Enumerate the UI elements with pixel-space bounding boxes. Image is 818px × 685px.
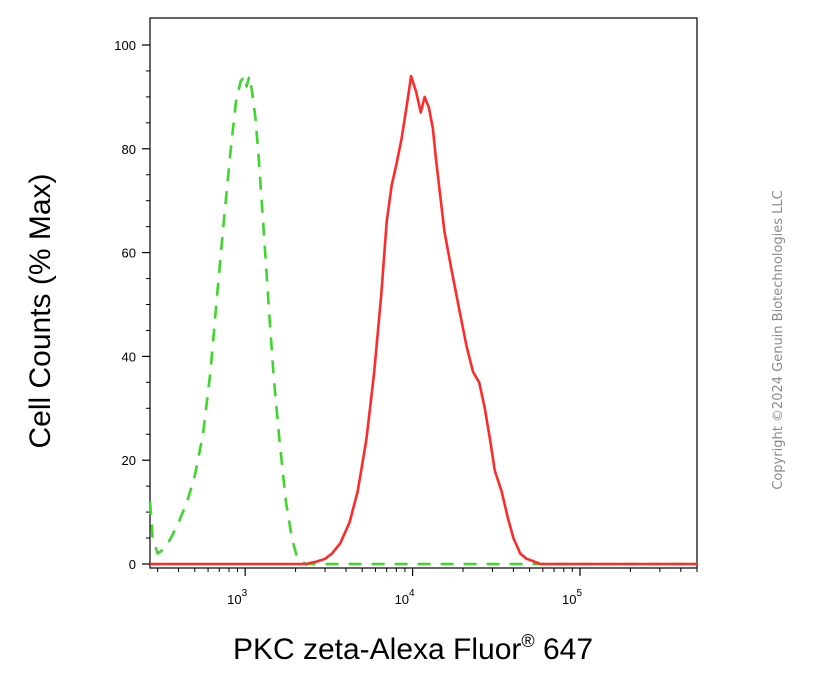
y-tick-label: 20 bbox=[122, 453, 136, 468]
plot-frame bbox=[149, 17, 698, 569]
x-axis-title: PKC zeta-Alexa Fluor® 647 bbox=[233, 631, 593, 666]
x-tick-label-exponent: 4 bbox=[409, 588, 415, 599]
y-axis-title: Cell Counts (% Max) bbox=[24, 173, 57, 448]
x-tick-label-base: 10 bbox=[562, 592, 576, 607]
y-tick-label: 0 bbox=[129, 557, 136, 572]
x-tick-label: 103 bbox=[227, 588, 247, 607]
y-tick-label: 60 bbox=[122, 246, 136, 261]
x-axis-title-superscript: ® bbox=[521, 631, 534, 651]
x-tick-label-base: 10 bbox=[395, 592, 409, 607]
x-tick-label-exponent: 3 bbox=[242, 588, 248, 599]
y-tick-label: 100 bbox=[114, 38, 136, 53]
isotype-control-histogram bbox=[148, 74, 697, 566]
copyright-notice: Copyright ©2024 Genuin Biotechnologies L… bbox=[771, 190, 786, 489]
y-tick-label: 40 bbox=[122, 349, 136, 364]
x-axis: 103 104 105 bbox=[157, 568, 698, 607]
x-tick-label-base: 10 bbox=[227, 592, 241, 607]
x-tick-label: 105 bbox=[562, 588, 582, 607]
x-tick-label: 104 bbox=[395, 588, 415, 607]
y-axis: 0 20 40 60 80 100 bbox=[114, 38, 150, 572]
x-tick-label-exponent: 5 bbox=[576, 588, 582, 599]
y-tick-label: 80 bbox=[122, 142, 136, 157]
pkc-zeta-histogram bbox=[150, 74, 697, 566]
x-axis-title-main: PKC zeta-Alexa Fluor bbox=[233, 633, 521, 666]
x-axis-title-suffix: 647 bbox=[535, 633, 593, 666]
series-layer bbox=[148, 74, 697, 566]
